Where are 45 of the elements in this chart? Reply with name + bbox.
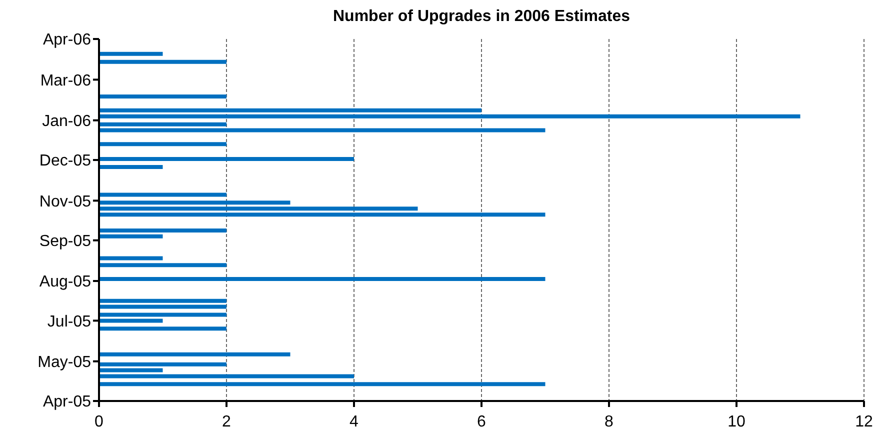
- bar: [99, 164, 163, 169]
- bar: [99, 122, 226, 126]
- bar: [99, 326, 226, 331]
- bar: [99, 352, 290, 356]
- x-tick-label: 6: [477, 413, 486, 430]
- x-tick-label: 0: [94, 413, 104, 430]
- bar: [99, 128, 546, 132]
- x-tick-label: 8: [604, 413, 614, 430]
- bar: [99, 256, 163, 260]
- x-tick-label: 10: [728, 413, 746, 430]
- bar: [99, 228, 226, 232]
- chart-title: Number of Upgrades in 2006 Estimates: [332, 8, 631, 26]
- bar: [99, 263, 226, 268]
- bar: [99, 304, 226, 309]
- y-tick-label: Nov-05: [39, 193, 92, 210]
- bar: [99, 114, 800, 118]
- bar: [99, 192, 226, 197]
- y-tick-label: Mar-06: [40, 72, 92, 90]
- y-tick-label: Aug-05: [39, 274, 92, 291]
- bar: [99, 298, 226, 303]
- bar: [99, 362, 226, 366]
- y-tick-label: Sep-05: [39, 233, 92, 250]
- x-tick-label: 4: [350, 413, 359, 430]
- bar: [99, 60, 226, 64]
- x-tick-label: 2: [222, 413, 232, 430]
- bar: [99, 234, 163, 238]
- bar: [99, 382, 546, 386]
- x-tick-label: 12: [855, 413, 873, 430]
- bar: [99, 206, 418, 211]
- y-tick-label: Jul-05: [47, 313, 92, 330]
- y-tick-label: Dec-05: [39, 152, 92, 170]
- bar: [99, 277, 546, 282]
- bar: [99, 318, 163, 323]
- bar: [99, 312, 226, 317]
- bar: [99, 157, 354, 162]
- y-tick-label: May-05: [38, 354, 92, 372]
- bar: [99, 200, 290, 205]
- y-tick-label: Jan-06: [42, 113, 92, 130]
- bar: [99, 108, 482, 112]
- y-tick-label: Apr-06: [42, 32, 92, 49]
- bar: [99, 142, 226, 146]
- bar: [99, 52, 163, 56]
- bar: [99, 94, 226, 99]
- y-tick-label: Apr-05: [42, 394, 92, 411]
- bar: [99, 212, 546, 217]
